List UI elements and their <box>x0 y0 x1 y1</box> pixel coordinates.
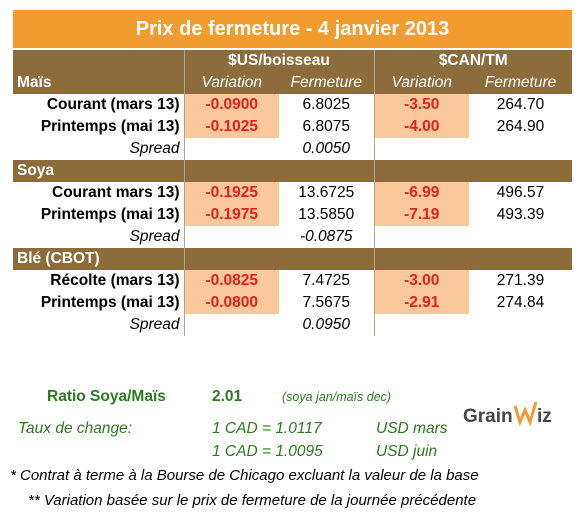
spread-row: Spread 0.0050 <box>13 138 572 160</box>
cad-close: 274.84 <box>496 294 545 311</box>
cad-close: 493.39 <box>496 206 545 223</box>
usd-variation: -0.0900 <box>184 94 279 116</box>
contract-label: Printemps (mai 13) <box>13 292 185 314</box>
exchange-unit-2: USD juin <box>376 443 438 460</box>
usd-close: 13.6725 <box>279 182 375 204</box>
table-row: Printemps (mai 13) -0.1975 13.5850 -7.19 493… <box>13 204 572 226</box>
cad-close: 496.57 <box>496 184 545 201</box>
variation-header: Variation <box>201 74 263 91</box>
spread-blank <box>469 138 572 160</box>
contract-label: Printemps (mai 13) <box>13 116 185 138</box>
table-row: Printemps (mai 13) -0.0800 7.5675 -2.91 274.… <box>13 292 572 314</box>
cad-close: 264.90 <box>496 118 545 135</box>
cad-group-header: $CAN/TM <box>438 52 508 69</box>
section-header-row: Blé (CBOT) <box>13 248 573 270</box>
ratio-label: Ratio Soya/Maïs <box>47 388 166 405</box>
spread-value: -0.0875 <box>279 226 375 248</box>
header-blank <box>184 160 279 182</box>
spread-value: 0.0050 <box>279 138 375 160</box>
usd-variation: -0.0800 <box>184 292 279 314</box>
section-name: Soya <box>13 160 185 182</box>
footnote-1: * Contrat à terme à la Bourse de Chicago… <box>10 467 479 484</box>
spread-blank <box>184 226 279 248</box>
usd-close: 7.5675 <box>279 292 375 314</box>
cad-variation: -7.19 <box>374 204 469 226</box>
svg-text:iz: iz <box>537 406 552 427</box>
header-blank <box>184 248 279 270</box>
footnote-2: ** Variation basée sur le prix de fermet… <box>28 492 477 509</box>
header-blank <box>469 248 572 270</box>
exchange-rate-1: 1 CAD = 1.0117 <box>212 420 322 437</box>
fermeture-header: Fermeture <box>279 72 375 94</box>
spread-blank <box>184 138 279 160</box>
usd-close: 6.8075 <box>279 116 375 138</box>
usd-close: 13.5850 <box>279 204 375 226</box>
table-row: Printemps (mai 13) -0.1025 6.8075 -4.00 264.… <box>13 116 572 138</box>
spread-label: Spread <box>13 138 185 160</box>
header-blank <box>469 160 572 182</box>
contract-label: Printemps (mai 13) <box>13 204 185 226</box>
spread-value: 0.0950 <box>279 314 375 336</box>
contract-label: Courant (mars 13) <box>13 94 185 116</box>
page-title: Prix de fermeture - 4 janvier 2013 <box>13 10 572 48</box>
cad-variation: -3.50 <box>374 94 469 116</box>
cad-variation: -4.00 <box>374 116 469 138</box>
svg-text:Grain: Grain <box>463 406 513 427</box>
header-blank <box>279 248 375 270</box>
grainwiz-logo: Grain iz <box>463 401 552 427</box>
header-row: $US/boisseau $CAN/TM <box>13 50 573 72</box>
spread-blank <box>469 314 572 336</box>
variation-header: Variation <box>391 74 453 91</box>
cad-close: 271.39 <box>496 272 545 289</box>
exchange-rate-2: 1 CAD = 1.0095 <box>212 443 323 460</box>
table-row: Courant mars 13) -0.1925 13.6725 -6.99 496.5… <box>13 182 572 204</box>
usd-close: 6.8025 <box>279 94 375 116</box>
usd-variation: -0.1975 <box>184 204 279 226</box>
cad-variation: -6.99 <box>374 182 469 204</box>
ratio-value: 2.01 <box>212 388 243 405</box>
spread-blank <box>374 314 469 336</box>
header-blank <box>374 248 469 270</box>
spread-label: Spread <box>13 226 185 248</box>
contract-label: Récolte (mars 13) <box>13 270 185 292</box>
header-blank <box>279 160 375 182</box>
exchange-label: Taux de change: <box>18 420 133 437</box>
spread-row: Spread -0.0875 <box>13 226 572 248</box>
header-blank <box>374 160 469 182</box>
header-blank <box>13 50 185 72</box>
section-header-row: Soya <box>13 160 573 182</box>
exchange-unit-1: USD mars <box>376 420 448 437</box>
table-row: Courant (mars 13) -0.0900 6.8025 -3.50 264.7… <box>13 94 572 116</box>
cad-variation: -3.00 <box>374 270 469 292</box>
usd-variation: -0.0825 <box>184 270 279 292</box>
contract-label: Courant mars 13) <box>13 182 185 204</box>
fermeture-header: Fermeture <box>484 74 557 91</box>
usd-variation: -0.1925 <box>184 182 279 204</box>
section-name: Blé (CBOT) <box>13 248 185 270</box>
usd-close: 7.4725 <box>279 270 375 292</box>
cad-close: 264.70 <box>496 96 545 113</box>
spread-blank <box>469 226 572 248</box>
section-name: Maïs <box>13 72 185 94</box>
price-table: $US/boisseau $CAN/TM Maïs Variation Fermetur… <box>13 50 573 336</box>
ratio-note: (soya jan/maïs dec) <box>282 390 392 404</box>
usd-variation: -0.1025 <box>184 116 279 138</box>
section-header-row: Maïs Variation Fermeture Variation Fermeture <box>13 72 573 94</box>
spread-label: Spread <box>13 314 185 336</box>
spread-blank <box>184 314 279 336</box>
spread-blank <box>374 226 469 248</box>
spread-row: Spread 0.0950 <box>13 314 572 336</box>
usd-group-header: $US/boisseau <box>184 50 375 72</box>
spread-blank <box>374 138 469 160</box>
cad-variation: -2.91 <box>374 292 469 314</box>
table-row: Récolte (mars 13) -0.0825 7.4725 -3.00 271.3… <box>13 270 572 292</box>
